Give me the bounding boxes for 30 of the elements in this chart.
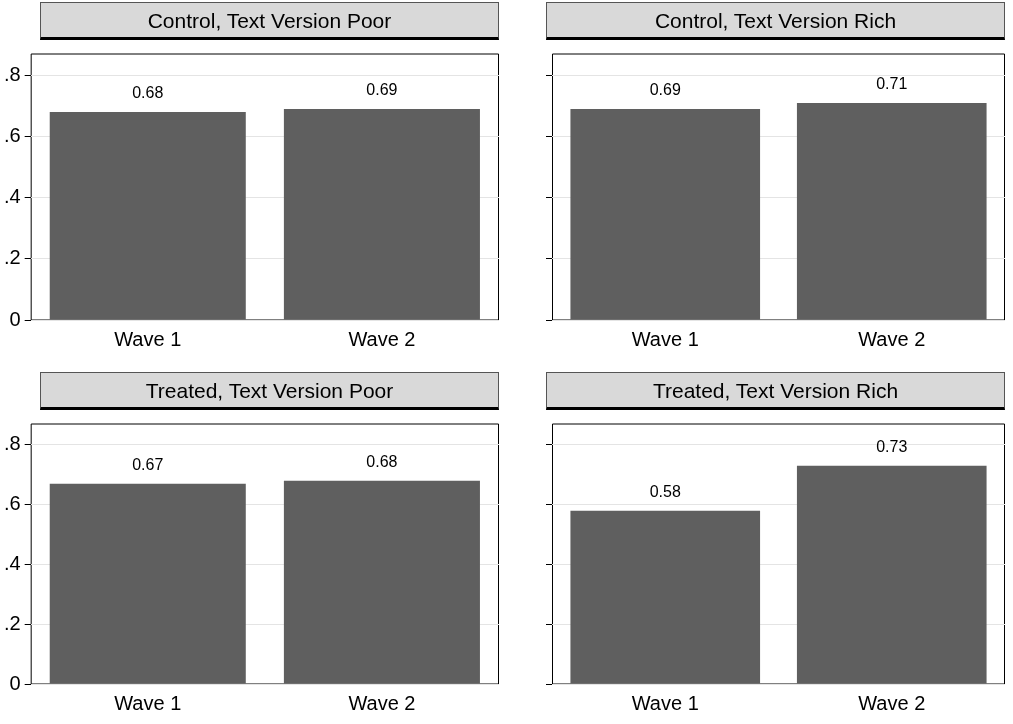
data-label: 0.69 — [649, 81, 681, 99]
y-tick-label: 0 — [9, 671, 21, 694]
y-tick-label: .8 — [3, 432, 21, 455]
y-tick-label: .6 — [3, 492, 21, 515]
y-tick-label: .6 — [3, 124, 21, 147]
x-tick-label: Wave 1 — [114, 691, 182, 714]
data-label: 0.67 — [132, 456, 164, 474]
y-tick-label: .8 — [3, 62, 21, 85]
chart-title: Control, Text Version Poor — [40, 2, 499, 40]
data-label: 0.73 — [876, 438, 908, 456]
x-tick-label: Wave 2 — [858, 691, 926, 714]
x-tick-label: Wave 1 — [631, 327, 699, 350]
data-label: 0.69 — [366, 81, 398, 99]
x-tick-label: Wave 1 — [631, 691, 699, 714]
chart-title: Treated, Text Version Rich — [546, 372, 1005, 410]
x-tick-label: Wave 1 — [114, 327, 182, 350]
y-tick-label: .4 — [3, 185, 21, 208]
data-label: 0.58 — [649, 483, 681, 501]
y-tick-label: 0 — [9, 307, 21, 330]
chart-title: Control, Text Version Rich — [546, 2, 1005, 40]
data-label: 0.68 — [366, 453, 398, 471]
x-tick-label: Wave 2 — [858, 327, 926, 350]
chart-title: Treated, Text Version Poor — [40, 372, 499, 410]
x-tick-label: Wave 2 — [348, 327, 416, 350]
x-tick-label: Wave 2 — [348, 691, 416, 714]
y-tick-label: .4 — [3, 551, 21, 574]
y-tick-label: .2 — [3, 246, 21, 269]
data-label: 0.68 — [132, 84, 164, 102]
y-tick-label: .2 — [3, 611, 21, 634]
data-label: 0.71 — [876, 75, 908, 93]
